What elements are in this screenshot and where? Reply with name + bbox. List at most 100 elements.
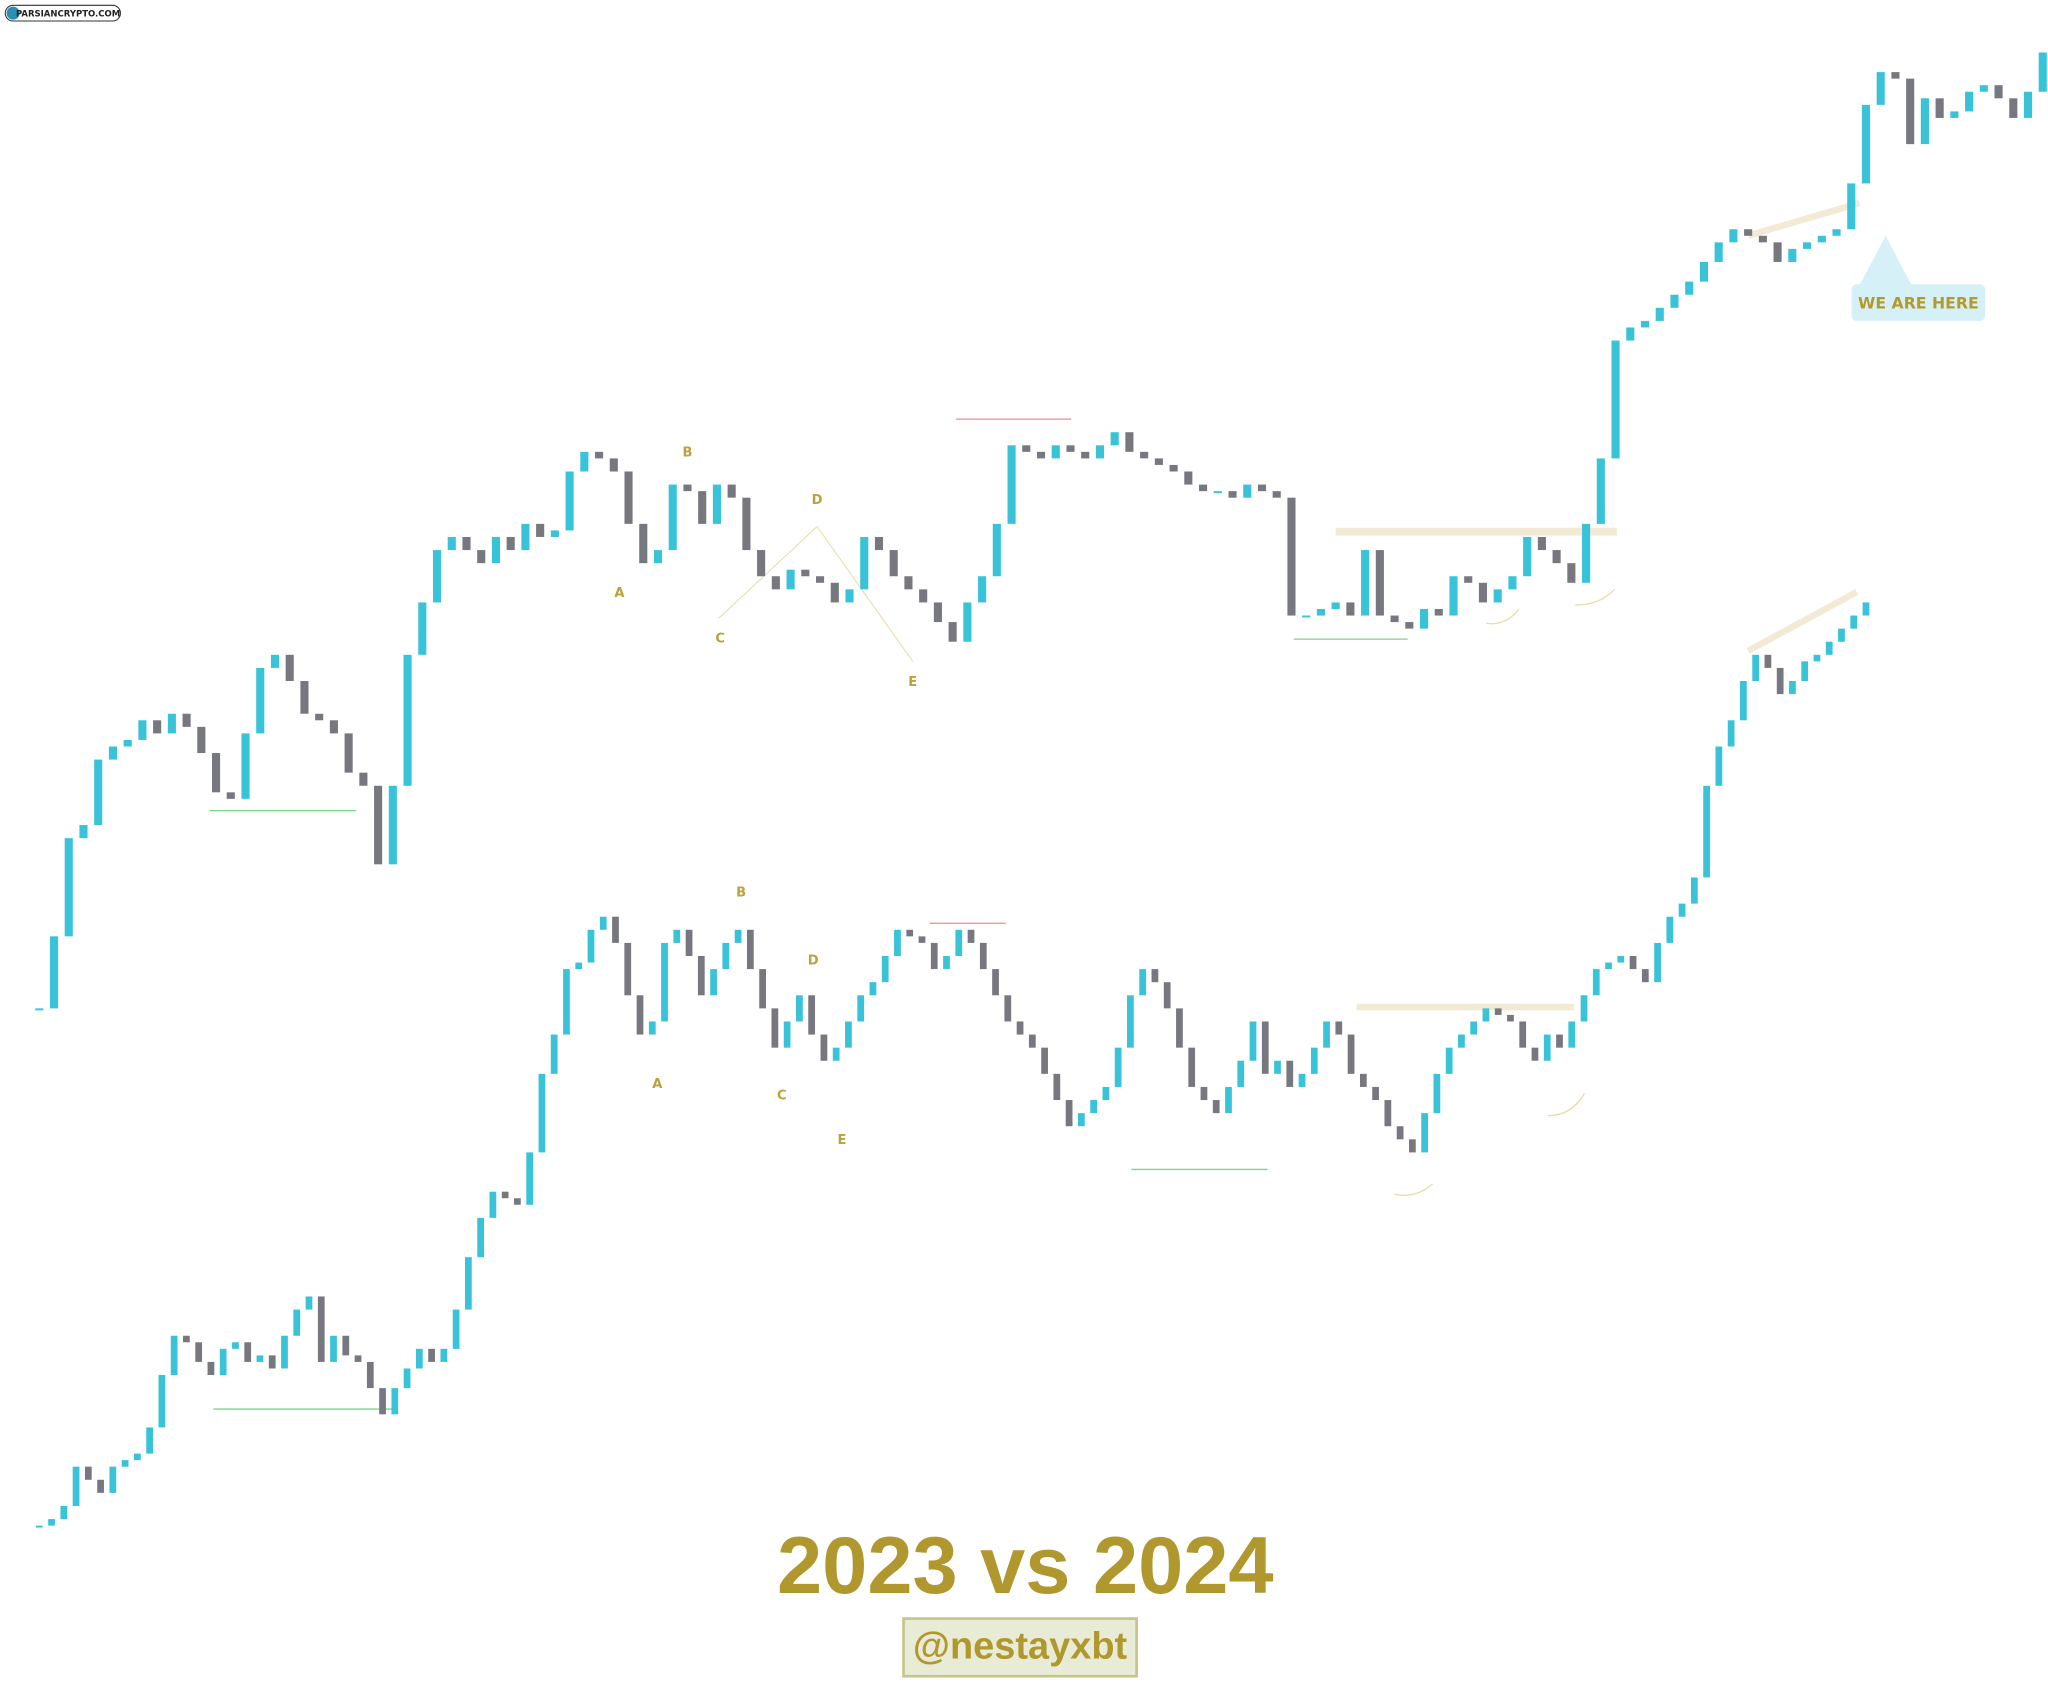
candle — [1228, 491, 1237, 498]
candle — [1979, 85, 1988, 92]
candle — [1494, 1008, 1502, 1015]
candle — [894, 929, 901, 956]
candle — [97, 1479, 104, 1493]
candle — [526, 1152, 534, 1205]
candle — [1803, 242, 1812, 249]
candle — [816, 576, 825, 583]
candle — [1274, 1060, 1281, 1074]
candle — [1041, 1047, 1048, 1074]
candle — [1151, 969, 1159, 983]
candle — [477, 1217, 485, 1258]
candle — [612, 916, 619, 943]
candle — [123, 739, 132, 747]
candle — [771, 1008, 779, 1048]
decorations — [209, 199, 1861, 1410]
candle — [388, 785, 397, 865]
candle — [1537, 536, 1546, 551]
candle — [403, 654, 412, 786]
candle — [771, 576, 780, 590]
candle — [2023, 91, 2033, 118]
candle — [447, 536, 456, 551]
candle — [1302, 615, 1311, 618]
candle — [722, 942, 730, 970]
candle — [801, 569, 810, 577]
candle — [698, 491, 707, 524]
candle — [158, 1375, 166, 1428]
candle — [1605, 962, 1612, 970]
candle — [1095, 445, 1104, 459]
candle — [963, 602, 972, 642]
candle — [648, 1021, 656, 1035]
candle — [2009, 98, 2018, 118]
candle — [1286, 1060, 1294, 1087]
candle — [1862, 602, 1870, 616]
candle — [1629, 955, 1637, 970]
candle — [1028, 1034, 1036, 1048]
candle — [1298, 1073, 1306, 1087]
candle — [1752, 654, 1760, 682]
candle — [786, 569, 795, 590]
candle — [1950, 111, 1959, 118]
candle — [1715, 746, 1723, 786]
candle — [374, 785, 383, 865]
candle — [48, 1519, 55, 1526]
pattern-label: D — [812, 493, 823, 508]
candle — [170, 1335, 178, 1376]
candle — [1801, 661, 1809, 682]
candle — [2038, 52, 2047, 92]
candle — [930, 942, 938, 970]
candle — [1184, 471, 1193, 485]
candle — [1188, 1047, 1196, 1087]
candle — [1213, 491, 1222, 494]
candle — [1670, 294, 1679, 308]
candle — [1066, 445, 1075, 452]
candle — [1832, 229, 1841, 236]
candle — [685, 929, 693, 956]
candle — [889, 550, 898, 577]
candle — [300, 681, 309, 714]
pattern-label: D — [808, 954, 819, 969]
candle — [668, 484, 677, 551]
handle-box — [902, 1617, 1138, 1678]
pattern-label: A — [652, 1077, 663, 1092]
candle — [1788, 248, 1797, 262]
candle — [1346, 602, 1355, 616]
candle — [1331, 602, 1340, 609]
callout — [1851, 235, 1986, 321]
candle — [734, 929, 742, 943]
candle — [329, 720, 338, 734]
candle — [1666, 916, 1674, 943]
candle — [595, 451, 604, 459]
candle — [933, 602, 942, 623]
candle — [869, 982, 877, 996]
candle — [241, 733, 250, 799]
candle — [64, 838, 73, 937]
candle — [35, 1525, 43, 1528]
candle — [727, 484, 736, 498]
candle — [742, 497, 751, 551]
candle — [746, 929, 754, 970]
candle — [197, 726, 206, 754]
candle — [146, 1427, 153, 1454]
candle — [624, 942, 632, 996]
candle — [1458, 1034, 1465, 1048]
pattern-label: B — [736, 886, 746, 901]
candle — [109, 1466, 117, 1493]
candle — [1699, 261, 1708, 282]
pattern-label: E — [908, 675, 917, 690]
candle — [428, 1348, 435, 1362]
candle — [565, 471, 574, 531]
candle — [1090, 1100, 1097, 1114]
candle — [1773, 242, 1782, 262]
candle — [1478, 582, 1488, 603]
candle — [270, 654, 280, 668]
candle — [1140, 451, 1149, 459]
candle — [1114, 1047, 1122, 1087]
candle — [967, 929, 975, 943]
candle — [1272, 491, 1281, 498]
candle — [860, 536, 869, 590]
candle — [881, 955, 889, 983]
candle — [94, 759, 103, 826]
candle — [60, 1505, 68, 1520]
candle — [506, 536, 515, 551]
